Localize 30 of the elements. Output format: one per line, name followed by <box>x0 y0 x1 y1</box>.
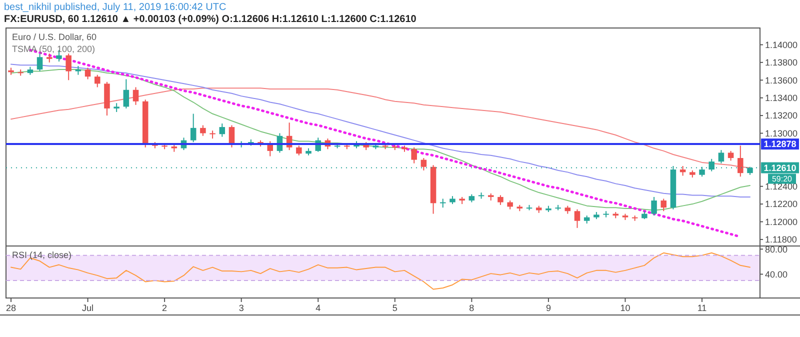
x-tick-label: 10 <box>620 303 630 313</box>
text: best_nikhil published, July 11, 2019 16:00:42 UTC <box>4 2 226 13</box>
y-tick-label: 1.13800 <box>765 58 798 68</box>
x-tick-label: 5 <box>392 303 398 313</box>
y-tick-label: 1.13600 <box>765 75 798 86</box>
x-tick-label: 11 <box>697 303 707 313</box>
ref-line-label: 1.12878 <box>764 139 796 150</box>
text: Euro / U.S. Dollar, 60 <box>12 32 97 42</box>
x-tick-label: 4 <box>316 303 321 313</box>
y-tick-label: 1.13200 <box>765 110 798 121</box>
x-tick-label: 2 <box>162 303 168 313</box>
x-tick-label: 28 <box>6 303 16 313</box>
y-tick-label: 1.11800 <box>765 234 797 245</box>
y-tick-label: 80.00 <box>765 244 788 254</box>
text: FX:EURUSD, 60 1.12610 ▲ +0.00103 (+0.09%) O:1.12606 H:1.12610 L:1.12600 C:1.12610 <box>4 14 417 25</box>
y-tick-label: 1.13000 <box>765 128 798 138</box>
y-tick-label: 1.13400 <box>765 92 798 103</box>
y-tick-label: 1.12400 <box>765 181 798 192</box>
ref-line-label: 1.12610 <box>764 162 796 173</box>
x-tick-label: 9 <box>546 303 551 313</box>
x-tick-label: Jul <box>82 303 94 313</box>
y-tick-label: 1.14000 <box>765 40 798 50</box>
text: TSMA (50, 100, 200) <box>12 44 96 54</box>
chart-title: RSI (14, close) <box>12 250 72 260</box>
y-tick-label: 1.12000 <box>765 216 798 227</box>
y-tick-label: 40.00 <box>765 269 788 280</box>
x-tick-label: 3 <box>238 303 244 313</box>
text: 59:20 <box>772 174 793 184</box>
x-tick-label: 8 <box>469 303 474 313</box>
y-tick-label: 1.12200 <box>765 199 798 210</box>
